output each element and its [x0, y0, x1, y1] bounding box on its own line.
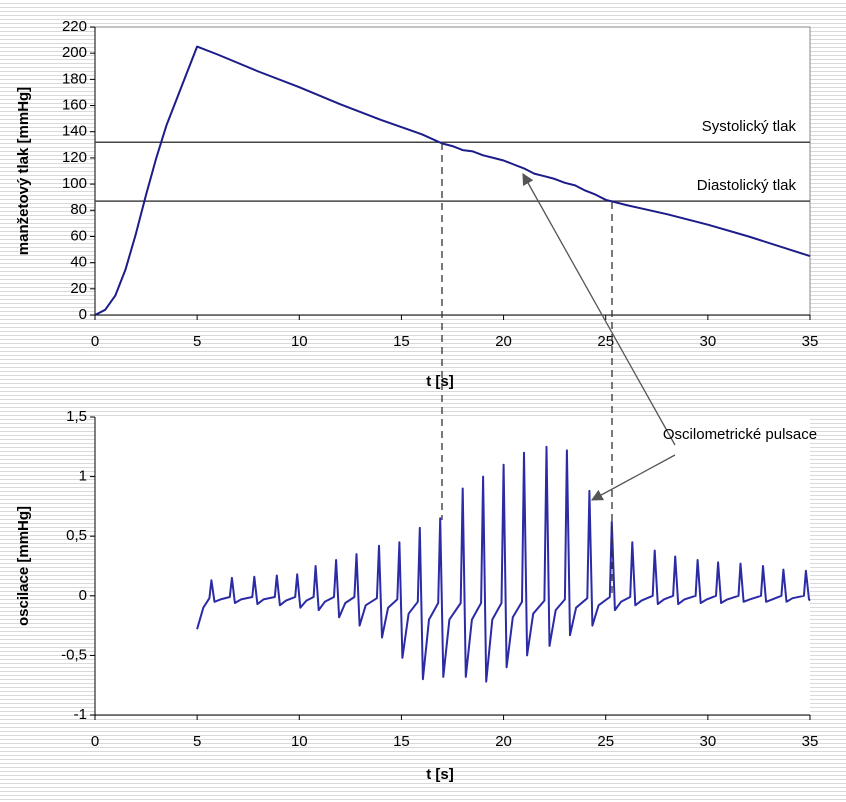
y-axis-title: manžetový tlak [mmHg]: [15, 87, 32, 255]
x-tick-label: 0: [91, 333, 99, 350]
y-tick-label: -1: [74, 706, 87, 723]
y-tick-label: 0: [79, 587, 87, 604]
x-tick-label: 25: [597, 333, 614, 350]
y-tick-label: 180: [62, 70, 87, 87]
arrow: [590, 454, 676, 501]
y-tick-label: 40: [70, 254, 87, 271]
x-tick-label: 10: [291, 333, 308, 350]
y-tick-label: 200: [62, 44, 87, 61]
y-tick-label: 120: [62, 149, 87, 166]
y-tick-label: 80: [70, 201, 87, 218]
plot-area: [95, 417, 810, 715]
x-tick-label: 30: [700, 733, 717, 750]
y-tick-label: 60: [70, 227, 87, 244]
y-tick-label: 1,5: [66, 408, 87, 425]
y-tick-label: 160: [62, 97, 87, 114]
y-tick-label: 0,5: [66, 527, 87, 544]
x-tick-label: 10: [291, 733, 308, 750]
y-tick-label: 140: [62, 123, 87, 140]
x-tick-label: 20: [495, 333, 512, 350]
x-tick-label: 20: [495, 733, 512, 750]
x-axis-title: t [s]: [426, 766, 454, 783]
x-tick-label: 5: [193, 333, 201, 350]
x-tick-label: 35: [802, 733, 819, 750]
data-line: [94, 45, 811, 316]
y-tick-label: 100: [62, 175, 87, 192]
x-axis-title: t [s]: [426, 373, 454, 390]
arrow: [522, 172, 676, 446]
x-tick-label: 35: [802, 333, 819, 350]
y-tick-label: 220: [62, 18, 87, 35]
x-tick-label: 0: [91, 733, 99, 750]
x-tick-label: 25: [597, 733, 614, 750]
data-line: [196, 445, 811, 683]
x-tick-label: 5: [193, 733, 201, 750]
y-axis-title: oscilace [mmHg]: [15, 506, 32, 626]
x-tick-label: 15: [393, 733, 410, 750]
x-tick-label: 30: [700, 333, 717, 350]
y-tick-label: 1: [79, 468, 87, 485]
y-tick-label: -0,5: [61, 646, 87, 663]
reference-label: Systolický tlak: [702, 118, 797, 135]
reference-label: Diastolický tlak: [697, 177, 797, 194]
annotation: Oscilometrické pulsace: [662, 426, 818, 443]
y-tick-label: 0: [79, 306, 87, 323]
plot-area: [94, 26, 811, 316]
x-tick-label: 15: [393, 333, 410, 350]
y-tick-label: 20: [70, 280, 87, 297]
